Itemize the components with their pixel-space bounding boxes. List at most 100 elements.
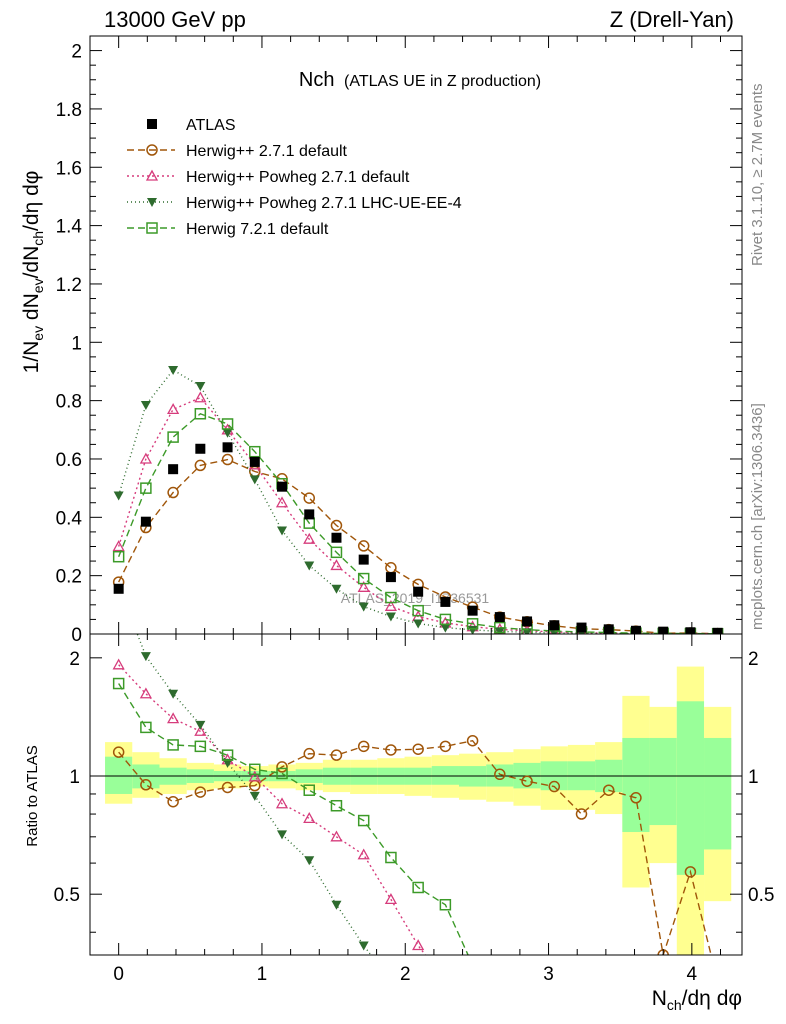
y-tick-label: 1.4 <box>56 217 83 238</box>
ratio-series-line <box>118 683 469 955</box>
data-point <box>630 625 641 634</box>
ratio-series-point <box>248 770 261 782</box>
ratio-series-point <box>140 721 152 734</box>
ratio-y-axis-title: Ratio to ATLAS <box>24 745 41 846</box>
ratio-series-point <box>604 976 614 985</box>
data-point <box>304 509 315 520</box>
ratio-series-point <box>222 758 233 768</box>
ratio-series-point <box>631 976 641 986</box>
ratio-series-point <box>357 848 370 860</box>
ratio-band-inner <box>105 756 133 794</box>
ratio-series-point <box>275 797 289 809</box>
legend-marker <box>147 119 157 129</box>
ratio-y-tick-label-right: 0.5 <box>748 885 774 906</box>
y-tick-label: 2 <box>71 42 82 63</box>
ratio-band-inner <box>704 737 732 850</box>
ratio-series-point <box>495 976 505 986</box>
ratio-series-point <box>139 687 152 699</box>
ratio-series-point <box>412 939 425 951</box>
series-point <box>494 621 506 634</box>
series-point <box>304 561 315 571</box>
axes: 0 1 2 3 4 0 0.2 0.4 0.6 0.8 1 1.2 1.4 1.6 1.8 2 0.5 0.5 1 1… <box>54 35 774 985</box>
ratio-series-point <box>276 761 288 773</box>
y-tick-label: 1.6 <box>56 158 82 179</box>
x-tick-label: 2 <box>400 964 411 985</box>
series-point <box>385 612 396 622</box>
ratio-series-point <box>466 734 479 747</box>
ratio-series-point <box>468 977 478 986</box>
series-point <box>249 475 260 485</box>
series-point <box>277 526 288 536</box>
ratio-series-point <box>440 977 450 986</box>
ratio-series-point <box>439 740 452 753</box>
series-point <box>112 540 125 552</box>
ratio-series-point <box>522 976 532 986</box>
legend: ATLAS Herwig++ 2.7.1 default Herwig++ Powh… <box>127 117 462 238</box>
ratio-series-point <box>468 960 478 970</box>
ratio-series-point <box>412 743 424 755</box>
ratio-series-point <box>522 977 532 986</box>
ratio-series-point <box>385 744 397 756</box>
series-point <box>413 619 424 629</box>
data-point <box>549 620 560 631</box>
ratio-panel <box>90 634 742 986</box>
ratio-series-point <box>412 881 424 894</box>
ratio-y-tick-label: 0.5 <box>54 885 80 906</box>
y-tick-label: 1 <box>71 333 82 354</box>
series-point <box>139 452 152 464</box>
ratio-series-point <box>249 763 261 776</box>
ratio-series-point <box>277 830 288 840</box>
ratio-series-point <box>521 775 533 787</box>
data-point <box>168 464 179 475</box>
data-point <box>494 612 505 623</box>
data-point <box>576 622 587 633</box>
legend-marker <box>146 144 158 156</box>
ratio-series-point <box>140 652 151 662</box>
x-axis-title: Nch/dη dφ <box>652 987 742 1013</box>
plot-title: Nch (ATLAS UE in Z production) <box>299 69 541 91</box>
series-point <box>221 453 234 466</box>
series-point <box>466 618 479 630</box>
ratio-series-point <box>167 795 179 808</box>
ratio-series-point <box>357 740 370 753</box>
series-point <box>194 459 207 472</box>
data-point <box>467 605 478 616</box>
series-point <box>167 486 179 499</box>
x-tick-label: 0 <box>113 964 124 985</box>
ratio-series-point <box>168 689 179 699</box>
ratio-series-point <box>304 856 315 866</box>
data-point <box>603 624 614 634</box>
legend-label: ATLAS <box>186 117 236 134</box>
series-point <box>357 572 370 585</box>
ratio-series-point <box>384 893 398 905</box>
legend-marker <box>145 169 159 181</box>
data-point <box>385 572 396 583</box>
data-point <box>331 532 342 543</box>
series-point <box>222 428 233 438</box>
ratio-series-point <box>658 977 668 986</box>
ratio-series-point <box>713 977 723 986</box>
ratio-series-point <box>630 792 642 804</box>
ratio-series-point <box>522 976 532 985</box>
header-energy-label: 13000 GeV pp <box>104 7 246 32</box>
series-point <box>275 496 289 508</box>
y-tick-label: 1.8 <box>56 100 82 121</box>
series-point <box>167 403 180 415</box>
data-point <box>140 516 151 527</box>
y-tick-label: 0 <box>71 625 82 646</box>
ratio-series-point <box>249 791 260 801</box>
ratio-series-point <box>575 808 588 820</box>
series-point <box>221 418 234 430</box>
data-point <box>249 456 260 467</box>
ratio-series-point <box>221 749 234 761</box>
ratio-y-tick-label: 2 <box>69 649 80 670</box>
y-tick-label: 0.6 <box>56 450 82 471</box>
series-point <box>303 492 315 504</box>
ratio-series-point <box>303 784 315 796</box>
data-point <box>712 627 723 634</box>
ratio-band-inner <box>649 737 677 826</box>
x-tick-label: 3 <box>543 964 554 985</box>
source-label: mcplots.cern.ch [arXiv:1306.3436] <box>749 403 766 630</box>
data-point <box>440 596 451 607</box>
x-tick-label: 1 <box>257 964 268 985</box>
